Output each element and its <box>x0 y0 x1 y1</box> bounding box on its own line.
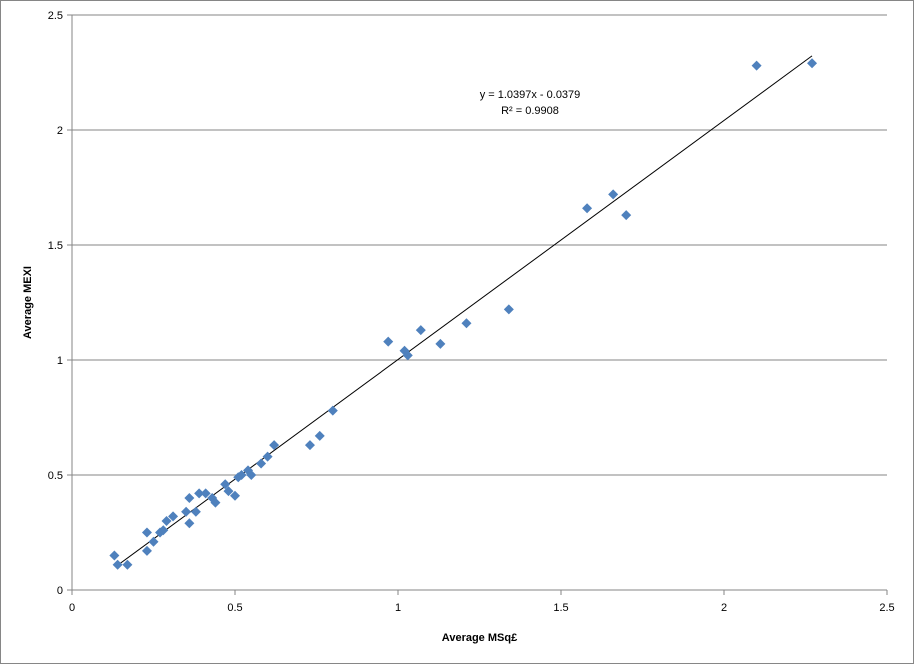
data-points <box>109 58 818 570</box>
linear-trendline <box>117 55 813 566</box>
x-tick-label: 1.5 <box>553 602 568 614</box>
x-tick-label: 0 <box>69 602 75 614</box>
data-point-20 <box>230 490 240 501</box>
data-point-24 <box>246 470 257 480</box>
data-point-31 <box>383 336 394 347</box>
data-point-7 <box>158 525 169 536</box>
data-point-17 <box>210 497 221 508</box>
data-point-26 <box>262 451 273 462</box>
data-point-38 <box>582 203 593 214</box>
data-point-19 <box>223 486 234 497</box>
x-tick-label: 2.5 <box>879 602 894 614</box>
axes: 0 0.5 1 1.5 2 2.5 0 0.5 1 1.5 2 2.5 <box>48 10 895 614</box>
data-point-36 <box>461 318 472 329</box>
data-point-0 <box>109 550 120 561</box>
data-point-40 <box>621 210 632 221</box>
trendline-layer <box>117 55 813 566</box>
data-point-1 <box>112 559 123 570</box>
x-tick-label: 1 <box>395 602 401 614</box>
data-point-29 <box>314 430 325 441</box>
data-point-14 <box>194 488 205 499</box>
data-point-41 <box>751 60 762 71</box>
x-tick-label: 2 <box>721 602 727 614</box>
data-point-28 <box>304 440 315 451</box>
data-point-11 <box>184 518 195 529</box>
y-tick-label: 1.5 <box>48 240 63 252</box>
trendline-r-squared: R² = 0.9908 <box>501 105 559 117</box>
gridlines <box>72 14 887 476</box>
data-point-25 <box>256 458 267 469</box>
trendline-equation: y = 1.0397x - 0.0379 <box>480 89 581 101</box>
y-tick-label: 1 <box>57 355 63 367</box>
data-point-35 <box>435 338 446 349</box>
data-point-22 <box>236 470 247 480</box>
y-tick-label: 2 <box>57 125 63 137</box>
data-point-3 <box>141 545 152 556</box>
y-tick-label: 0.5 <box>48 470 63 482</box>
data-point-15 <box>200 488 211 499</box>
y-axis-title: Average MEXI <box>22 266 34 339</box>
data-point-34 <box>415 325 426 336</box>
data-point-42 <box>807 58 818 69</box>
y-tick-label: 2.5 <box>48 10 63 22</box>
data-point-2 <box>122 559 133 570</box>
data-point-18 <box>220 479 231 490</box>
data-point-8 <box>161 516 172 526</box>
data-point-37 <box>503 304 514 315</box>
x-axis-title: Average MSq£ <box>442 632 517 644</box>
data-point-39 <box>608 189 619 200</box>
data-point-13 <box>190 506 201 517</box>
data-point-12 <box>184 493 195 503</box>
x-tick-label: 0.5 <box>227 602 242 614</box>
data-point-30 <box>327 405 338 416</box>
data-point-9 <box>168 511 179 522</box>
data-point-4 <box>141 527 152 538</box>
data-point-10 <box>181 506 192 517</box>
data-point-5 <box>148 536 159 547</box>
data-point-33 <box>402 350 413 361</box>
data-point-27 <box>269 440 280 451</box>
y-tick-label: 0 <box>57 585 63 597</box>
